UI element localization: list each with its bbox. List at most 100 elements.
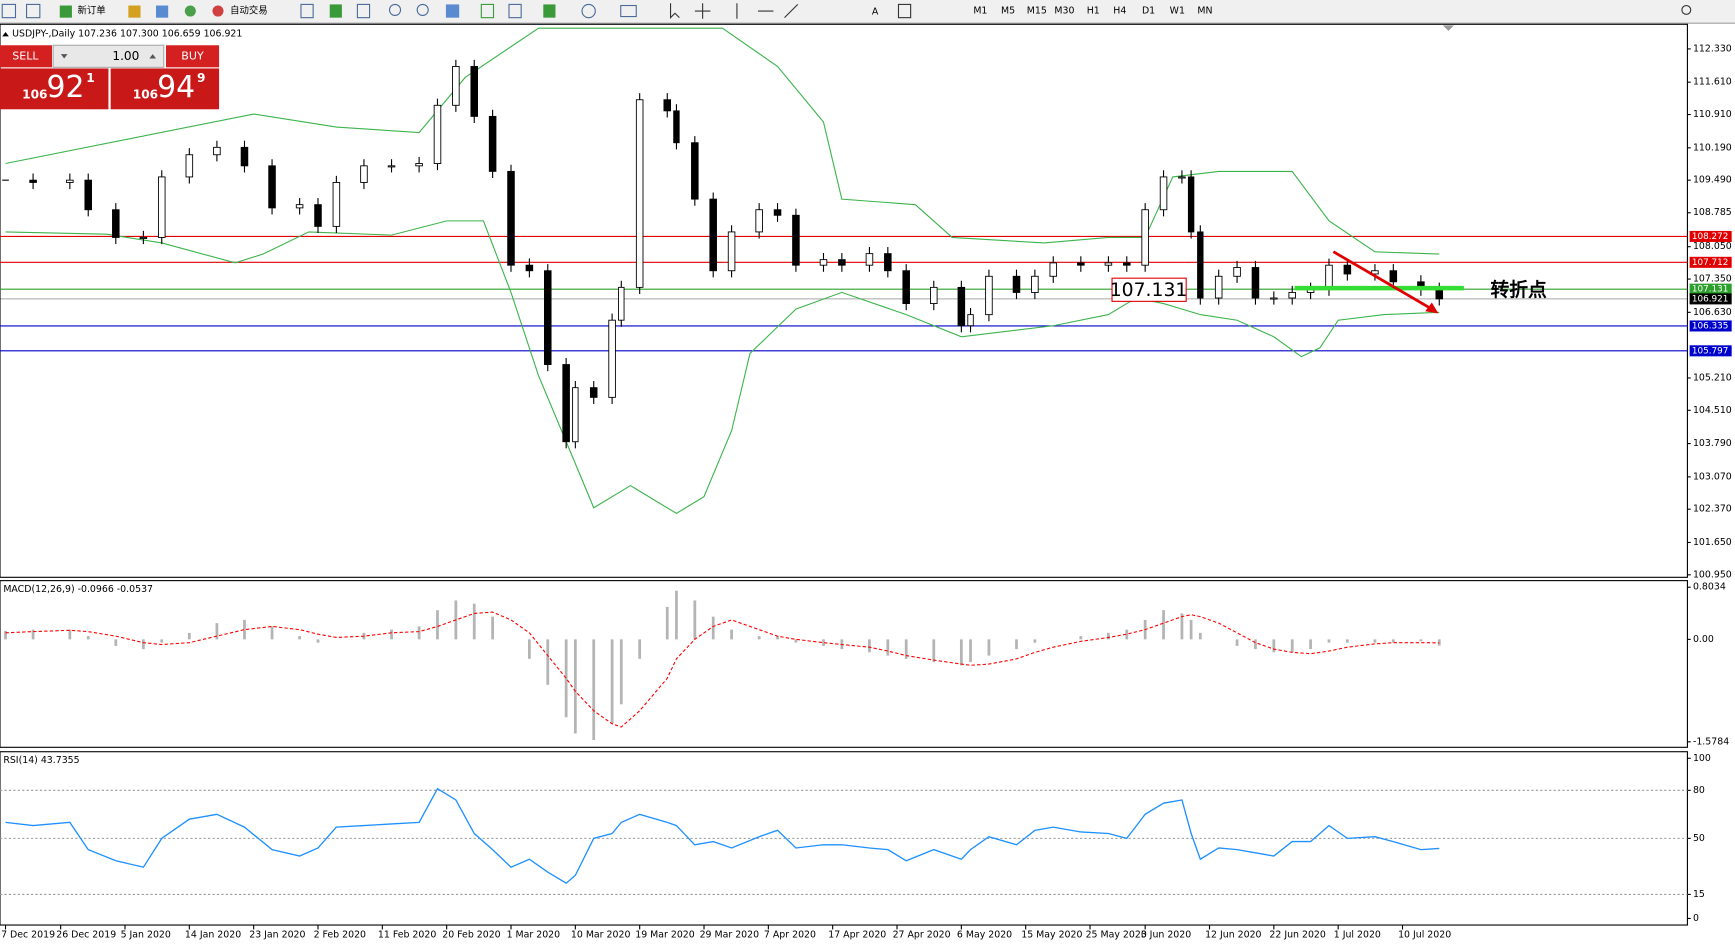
bollinger-lower [5,220,1440,515]
candle [1233,267,1241,277]
candle [1288,292,1296,299]
y-tick-label: 111.610 [1693,77,1732,88]
y-tick-label: 50 [1693,833,1705,844]
candle [618,286,625,321]
y-tick-label: 109.490 [1693,175,1732,186]
timeframe-button[interactable]: H1 [1087,6,1100,17]
icon[interactable] [212,5,224,17]
x-tick-label: 29 Mar 2020 [700,929,760,940]
bid-box[interactable] [0,68,109,110]
candle [240,146,249,167]
timeframe-button[interactable]: W1 [1170,6,1185,17]
y-tick-label: 101.650 [1693,537,1732,548]
x-tick-label: 26 Dec 2019 [56,929,116,940]
icon[interactable] [184,5,196,17]
timeframe-button[interactable]: M30 [1054,6,1074,17]
candle [755,209,763,233]
candle [433,104,442,164]
candle [572,387,579,443]
trade-panel [0,44,220,110]
icon[interactable] [736,3,799,19]
y-tick-label: 108.785 [1693,207,1732,218]
icon[interactable] [480,3,495,19]
bollinger-upper [5,27,1440,255]
candle [314,204,322,227]
icon[interactable] [329,4,342,18]
lots-box[interactable] [52,44,165,68]
sell-label: SELL [12,49,39,62]
price-level-label: 107.131 [1692,285,1729,295]
icon[interactable] [620,4,637,18]
ask-box[interactable] [110,68,220,110]
x-tick-label: 15 May 2020 [1021,929,1082,940]
x-tick-label: 27 Apr 2020 [893,929,951,940]
icon[interactable] [669,3,680,19]
y-tick-label: 15 [1693,889,1705,900]
icon[interactable] [26,3,41,19]
y-tick-label: 112.330 [1693,43,1732,54]
timeframe-button[interactable]: M15 [1027,6,1047,17]
icon[interactable] [388,3,402,17]
candle [727,231,736,272]
icon[interactable] [416,3,429,17]
icon[interactable] [356,3,371,19]
auto-trading-button[interactable]: 自动交易 [230,5,268,17]
icon[interactable] [1,3,17,19]
icon[interactable] [694,3,711,19]
lots-value[interactable]: 1.00 [112,49,139,63]
timeframe-button[interactable]: M5 [1001,6,1015,17]
trend-arrow [1332,250,1433,311]
icon[interactable] [508,3,522,19]
arrow-head [1425,302,1439,314]
candle [1251,267,1260,299]
macd-title: MACD(12,26,9) -0.0966 -0.0537 [3,584,153,595]
price-box [1111,277,1187,302]
y-tick-label: 103.790 [1693,438,1732,449]
price-level-label: 108.272 [1692,232,1729,242]
candle [295,204,304,209]
shift-marker [1442,25,1454,31]
y-tick-label: 0 [1693,913,1699,924]
candle [589,387,598,398]
x-tick-label: 6 May 2020 [957,929,1012,940]
icon[interactable] [300,3,314,19]
y-tick-label: 105.210 [1693,372,1732,383]
price-level-label: 106.921 [1692,294,1729,304]
x-tick-label: 7 Dec 2019 [1,929,55,940]
sell-button[interactable] [0,45,53,68]
drawings [1111,250,1464,314]
new-order-button[interactable]: 新订单 [77,5,105,17]
timeframe-button[interactable]: M1 [973,6,987,17]
y-tick-label: 100.950 [1693,569,1732,580]
candle [884,253,892,272]
x-tick-label: 2 Feb 2020 [314,929,366,940]
icon[interactable]: A [872,7,879,18]
candle [415,163,423,167]
candle [673,110,680,144]
icon[interactable] [581,3,596,19]
icon[interactable] [128,5,141,18]
price-level-tag [1689,283,1732,295]
price-level-label: 105.797 [1692,346,1729,356]
candle [488,115,497,172]
buy-label: BUY [181,49,204,62]
icon[interactable] [156,5,169,18]
price-level-tag [1689,320,1732,332]
y-tick-label: 108.050 [1693,241,1732,252]
icon[interactable] [543,4,556,18]
bid-big: 106 [22,87,47,101]
candle [957,286,966,327]
macd-panel [0,580,1688,748]
timeframe-button[interactable]: MN [1197,6,1212,17]
timeframe-button[interactable]: D1 [1142,6,1155,17]
y-tick-label: -1.5784 [1693,736,1729,747]
icon[interactable] [1681,4,1692,15]
buy-button[interactable] [165,45,220,68]
candle [1187,176,1195,233]
candle [452,66,460,106]
icon[interactable] [59,5,72,18]
timeframe-button[interactable]: H4 [1113,6,1126,17]
timeframes: M1 M5 M15 M30 H1 H4 D1 W1 MN [973,6,1212,17]
icon[interactable] [445,4,460,18]
icon[interactable] [897,3,912,19]
